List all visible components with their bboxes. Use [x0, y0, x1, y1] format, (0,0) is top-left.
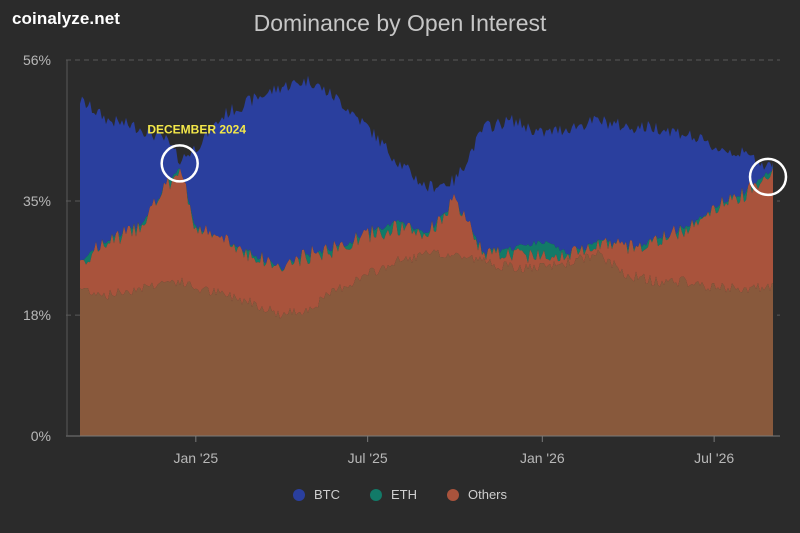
- x-tick-label-2: Jan '26: [520, 450, 565, 466]
- annotation-circle-0: [160, 144, 199, 183]
- y-tick-label-0: 0%: [31, 428, 51, 444]
- area-btc: [80, 75, 773, 271]
- annotation-label-0: DECEMBER 2024: [147, 122, 246, 136]
- legend-swatch-eth: [369, 488, 382, 501]
- legend-item-eth[interactable]: ETH: [369, 487, 417, 502]
- legend-label-btc: BTC: [313, 487, 340, 502]
- y-tick-label-1: 18%: [23, 307, 51, 323]
- legend-label-others: Others: [467, 487, 507, 502]
- legend-label-eth: ETH: [390, 487, 417, 502]
- legend-item-btc[interactable]: BTC: [292, 487, 340, 502]
- area-others-lower: [80, 249, 773, 436]
- area-eth: [80, 165, 773, 272]
- y-tick-label-2: 35%: [23, 193, 51, 209]
- x-tick-label-0: Jan '25: [173, 450, 218, 466]
- x-tick-label-3: Jul '26: [694, 450, 734, 466]
- legend-swatch-others: [446, 488, 459, 501]
- brand-logo-text: coinalyze.net: [12, 9, 121, 28]
- legend-item-others[interactable]: Others: [446, 487, 507, 502]
- annotation-circle-1: [748, 157, 788, 197]
- legend-swatch-btc: [292, 488, 305, 501]
- chart-title: Dominance by Open Interest: [253, 10, 547, 36]
- area-others: [80, 167, 773, 319]
- y-tick-label-3: 56%: [23, 52, 51, 68]
- x-tick-label-1: Jul '25: [348, 450, 388, 466]
- chart-legend: BTC ETH Others: [0, 487, 800, 502]
